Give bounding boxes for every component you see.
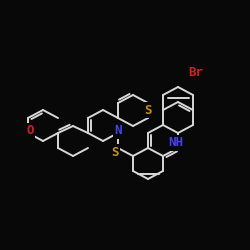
Text: S: S bbox=[144, 104, 152, 117]
Text: S: S bbox=[111, 146, 119, 158]
Text: NH: NH bbox=[168, 136, 184, 149]
Text: Br: Br bbox=[188, 66, 204, 78]
Text: O: O bbox=[26, 124, 34, 138]
Text: N: N bbox=[114, 124, 122, 138]
